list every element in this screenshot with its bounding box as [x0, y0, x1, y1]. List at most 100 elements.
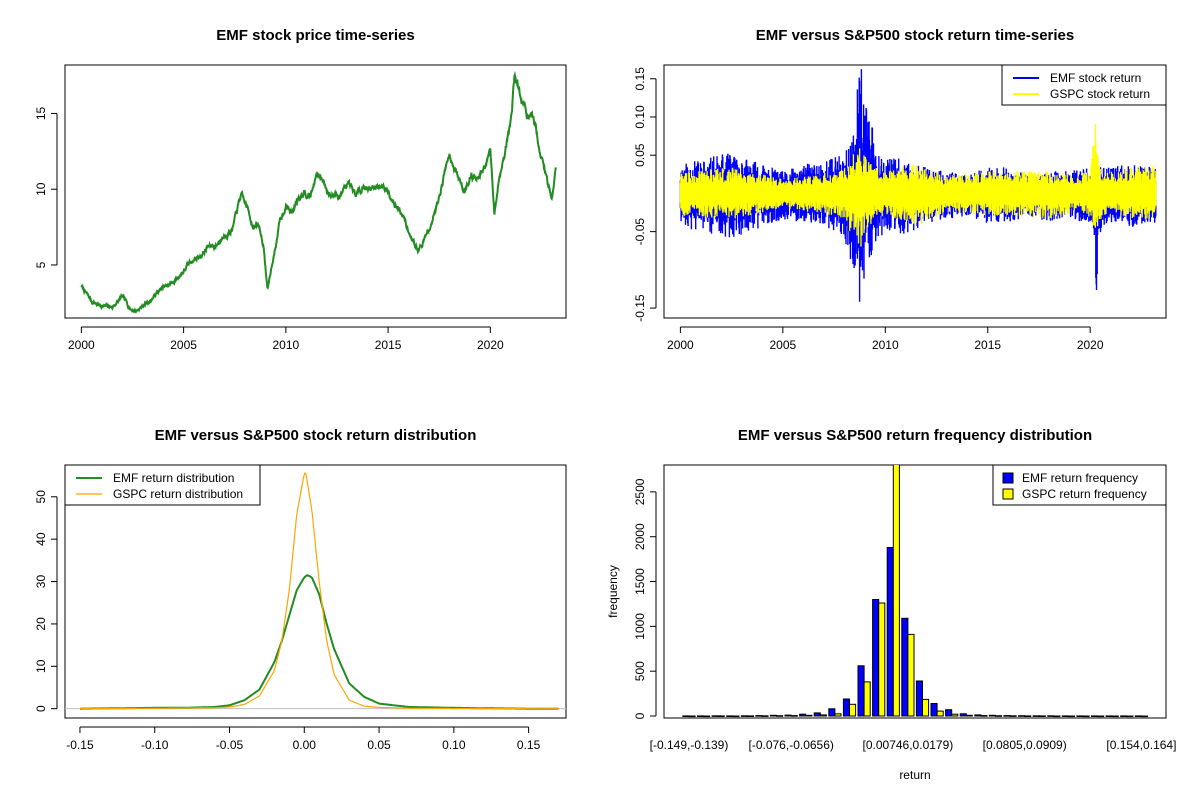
density-x-tick-label: 0.10: [442, 738, 466, 752]
histogram-bar-gspc: [936, 710, 944, 717]
price-y-tick-label: 15: [34, 106, 48, 120]
returns-x-tick-label: 2000: [667, 338, 694, 352]
histogram-bar-gspc: [819, 714, 827, 717]
density-y-tick-label: 0: [34, 705, 48, 712]
histogram-y-tick-label: 500: [633, 661, 647, 681]
histogram-legend-swatch: [1002, 472, 1014, 484]
density-x-tick-label: 0.05: [367, 738, 391, 752]
histogram-bar-emf: [1018, 715, 1026, 717]
returns-x-tick-label: 2015: [974, 338, 1001, 352]
returns-x-tick-label: 2020: [1077, 338, 1104, 352]
histogram-bar-gspc: [965, 714, 973, 717]
histogram-y-tick-label: 1500: [633, 568, 647, 595]
histogram-bar-emf: [945, 709, 953, 717]
histogram-bar-emf: [784, 714, 792, 717]
histogram-bar-emf: [769, 714, 778, 717]
histogram-bars: [682, 465, 1149, 718]
density-x-tick-label: -0.10: [141, 738, 169, 752]
histogram-bar-emf: [915, 680, 924, 717]
histogram-legend-label: GSPC return frequency: [1022, 487, 1147, 501]
histogram-bar-gspc: [1140, 715, 1149, 718]
histogram-bar-gspc: [688, 715, 696, 718]
returns-legend-label: GSPC stock return: [1050, 87, 1150, 101]
histogram-bar-gspc: [907, 633, 915, 717]
histogram-bar-emf: [697, 715, 705, 718]
histogram-x-tick-label: [-0.076,-0.0656): [749, 738, 834, 752]
price-plot-frame: [64, 64, 567, 319]
histogram-bar-emf: [828, 708, 836, 717]
histogram-bar-gspc: [892, 465, 900, 717]
histogram-bar-emf: [959, 713, 967, 717]
histogram-bar-gspc: [761, 715, 769, 717]
histogram-bar-gspc: [717, 715, 725, 718]
histogram-x-tick-label: [0.154,0.164]: [1106, 738, 1176, 752]
histogram-bar-gspc: [746, 715, 755, 718]
histogram-bar-emf: [1003, 715, 1011, 717]
density-y-tick-label: 30: [34, 575, 48, 589]
histogram-bar-emf: [1032, 715, 1040, 717]
histogram-x-tick-label: [0.00746,0.0179): [863, 738, 954, 752]
price-title: EMF stock price time-series: [216, 27, 414, 44]
returns-x-tick-label: 2010: [872, 338, 899, 352]
histogram-bar-emf: [1134, 715, 1142, 718]
price-x-tick-label: 2020: [477, 338, 504, 352]
returns-legend-label: EMF stock return: [1050, 71, 1141, 85]
histogram-x-tick-label: [0.0805,0.0909): [983, 738, 1067, 752]
density-x-tick-label: -0.15: [66, 738, 94, 752]
histogram-bar-gspc: [1053, 715, 1061, 718]
histogram-bar-emf: [682, 715, 690, 718]
histogram-bar-gspc: [922, 698, 930, 717]
histogram-legend-swatch: [1002, 488, 1014, 500]
histogram-bar-emf: [711, 715, 719, 717]
density-legend-label: GSPC return distribution: [113, 487, 243, 501]
histogram-chart: EMF versus S&P500 return frequency distr…: [606, 427, 1176, 782]
density-title: EMF versus S&P500 stock return distribut…: [155, 427, 477, 444]
histogram-title: EMF versus S&P500 return frequency distr…: [738, 427, 1092, 444]
histogram-bar-emf: [901, 617, 909, 717]
histogram-bar-gspc: [1111, 715, 1119, 718]
histogram-bar-gspc: [980, 715, 988, 717]
histogram-bar-gspc: [1009, 715, 1017, 717]
density-legend-label: EMF return distribution: [113, 471, 234, 485]
density-plot-frame: [64, 464, 567, 719]
histogram-bar-emf: [1120, 715, 1128, 718]
histogram-xlabel: return: [899, 768, 930, 782]
returns-y-tick-label: -0.15: [633, 294, 647, 322]
price-series-line: [80, 71, 557, 314]
histogram-bar-emf: [799, 713, 807, 717]
histogram-bar-emf: [1061, 715, 1069, 718]
histogram-bar-gspc: [951, 713, 959, 717]
histogram-legend-label: EMF return frequency: [1022, 471, 1138, 485]
returns-series-gspc: [679, 124, 1157, 247]
histogram-bar-gspc: [732, 715, 740, 718]
histogram-bar-emf: [1076, 715, 1084, 718]
histogram-bar-emf: [974, 714, 982, 717]
histogram-bar-gspc: [834, 713, 842, 717]
density-curve-gspc: [80, 471, 559, 710]
histogram-bar-gspc: [849, 703, 857, 717]
histogram-bar-emf: [726, 715, 734, 718]
returns-y-tick-label: 0.15: [633, 67, 647, 91]
returns-y-tick-label: -0.05: [633, 218, 647, 246]
histogram-bar-emf: [813, 712, 821, 717]
histogram-bar-gspc: [1082, 715, 1090, 718]
price-y-tick-label: 10: [34, 182, 48, 196]
histogram-bar-emf: [1047, 715, 1055, 717]
histogram-bar-emf: [740, 715, 748, 717]
price-x-tick-label: 2000: [68, 338, 95, 352]
returns-legend-box: [1001, 64, 1167, 106]
histogram-bar-gspc: [1097, 715, 1105, 718]
returns-y-tick-label: 0.10: [633, 105, 647, 129]
histogram-bar-emf: [872, 599, 880, 717]
price-x-tick-label: 2005: [170, 338, 197, 352]
density-x-tick-label: 0.00: [293, 738, 317, 752]
histogram-bar-gspc: [1126, 715, 1134, 718]
histogram-bar-gspc: [1024, 715, 1032, 718]
density-y-tick-label: 20: [34, 617, 48, 631]
histogram-bar-emf: [886, 547, 894, 717]
histogram-bar-gspc: [1038, 715, 1046, 718]
histogram-x-tick-label: [-0.149,-0.139): [650, 738, 729, 752]
histogram-y-tick-label: 1000: [633, 613, 647, 640]
